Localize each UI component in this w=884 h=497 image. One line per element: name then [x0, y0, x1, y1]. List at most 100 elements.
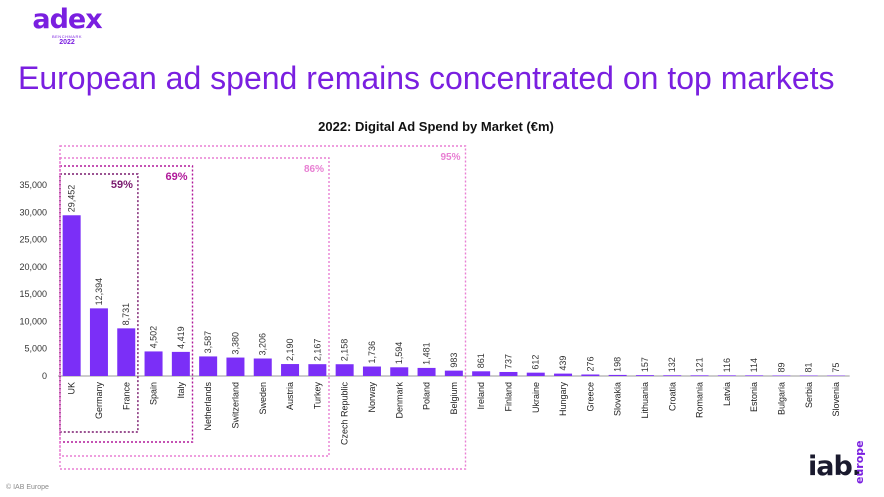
bar-value-label: 737 [503, 354, 513, 369]
bar [554, 373, 573, 376]
bar-value-label: 983 [449, 353, 459, 368]
category-label: Spain [149, 382, 159, 405]
category-label: Bulgaria [776, 382, 786, 415]
bar-value-label: 89 [776, 362, 786, 372]
adex-logo: adex BENCHMARK 2022 [22, 6, 112, 47]
category-label: Latvia [722, 382, 732, 406]
coverage-label: 59% [111, 179, 133, 191]
bar-value-label: 3,587 [203, 331, 213, 354]
slide-title: European ad spend remains concentrated o… [18, 60, 835, 96]
category-label: Greece [585, 382, 595, 412]
bar [226, 357, 245, 376]
bar-value-label: 75 [831, 363, 841, 373]
category-label: Estonia [749, 382, 759, 412]
category-label: Denmark [394, 382, 404, 419]
category-label: Hungary [558, 382, 568, 417]
bar-value-label: 157 [640, 357, 650, 372]
bar-value-label: 3,380 [230, 332, 240, 355]
bar [362, 366, 381, 376]
iab-logo-main: iab. [808, 451, 862, 482]
bar [663, 375, 682, 376]
category-label: Lithuania [640, 382, 650, 419]
bar-value-label: 2,167 [312, 339, 322, 362]
bar [581, 374, 600, 376]
adex-logo-year: 2022 [59, 39, 75, 46]
bar-value-label: 3,206 [258, 333, 268, 356]
bar [717, 375, 736, 376]
category-label: Sweden [258, 382, 268, 415]
bar [690, 375, 709, 376]
adex-logo-subtitle: BENCHMARK [51, 34, 83, 39]
bar-value-label: 1,736 [367, 341, 377, 364]
bar-value-label: 2,190 [285, 339, 295, 362]
category-label: Italy [176, 382, 186, 399]
bar-value-label: 1,481 [422, 342, 432, 365]
category-label: Turkey [312, 382, 322, 410]
bar-value-label: 114 [749, 358, 759, 372]
bar [635, 375, 654, 376]
y-tick-label: 15,000 [19, 289, 47, 299]
bar-value-label: 8,731 [121, 303, 131, 326]
y-tick-label: 30,000 [19, 207, 47, 217]
bar [444, 370, 463, 376]
adex-logo-text: adex [32, 4, 102, 35]
category-label: Norway [367, 382, 377, 413]
category-label: Slovakia [613, 382, 623, 416]
category-label: Austria [285, 382, 295, 410]
bar [472, 371, 491, 376]
bar [499, 371, 518, 376]
bar-value-label: 12,394 [94, 278, 104, 306]
iab-europe-logo: iab. europe [808, 440, 878, 492]
bar-value-label: 439 [558, 356, 568, 371]
category-label: Slovenia [831, 382, 841, 417]
bar-value-label: 132 [667, 357, 677, 372]
bar-value-label: 612 [531, 355, 541, 370]
bar-value-label: 861 [476, 353, 486, 368]
bar-value-label: 81 [804, 363, 814, 373]
category-label: Serbia [804, 382, 814, 408]
bar [253, 358, 272, 376]
bar [335, 364, 354, 376]
y-tick-label: 20,000 [19, 262, 47, 272]
iab-logo-side: europe [853, 440, 866, 484]
bar [144, 351, 163, 376]
bar [745, 375, 764, 376]
chart-title: 2022: Digital Ad Spend by Market (€m) [318, 119, 554, 134]
category-label: Czech Republic [340, 382, 350, 446]
bar-value-label: 4,502 [149, 326, 159, 349]
bar-value-label: 116 [722, 358, 732, 372]
bar [308, 364, 327, 376]
bar [199, 356, 218, 376]
y-tick-label: 5,000 [24, 344, 47, 354]
coverage-label: 95% [440, 152, 460, 163]
y-tick-label: 10,000 [19, 316, 47, 326]
category-label: Poland [422, 382, 432, 410]
category-label: France [121, 382, 131, 410]
bar [62, 215, 81, 376]
copyright-text: © IAB Europe [6, 484, 49, 491]
bar [281, 364, 300, 376]
y-tick-label: 25,000 [19, 235, 47, 245]
bar-value-label: 121 [695, 357, 705, 372]
bar [390, 367, 409, 376]
bar-value-label: 1,594 [394, 342, 404, 365]
category-label: Germany [94, 382, 104, 420]
bar-value-label: 2,158 [340, 339, 350, 362]
bar [89, 308, 108, 376]
category-label: Ireland [476, 382, 486, 410]
bar-value-label: 198 [613, 357, 623, 372]
y-tick-label: 0 [42, 371, 47, 381]
category-label: Croatia [667, 382, 677, 411]
y-tick-label: 35,000 [19, 180, 47, 190]
coverage-label: 69% [165, 171, 187, 183]
bar [117, 328, 136, 376]
bar [417, 367, 436, 376]
category-label: Switzerland [230, 382, 240, 429]
category-label: Belgium [449, 382, 459, 415]
bar [171, 351, 190, 376]
bar [526, 372, 545, 376]
bar-value-label: 276 [585, 356, 595, 371]
bar-value-label: 29,452 [67, 185, 77, 213]
coverage-label: 86% [304, 164, 324, 175]
bar [608, 374, 627, 376]
